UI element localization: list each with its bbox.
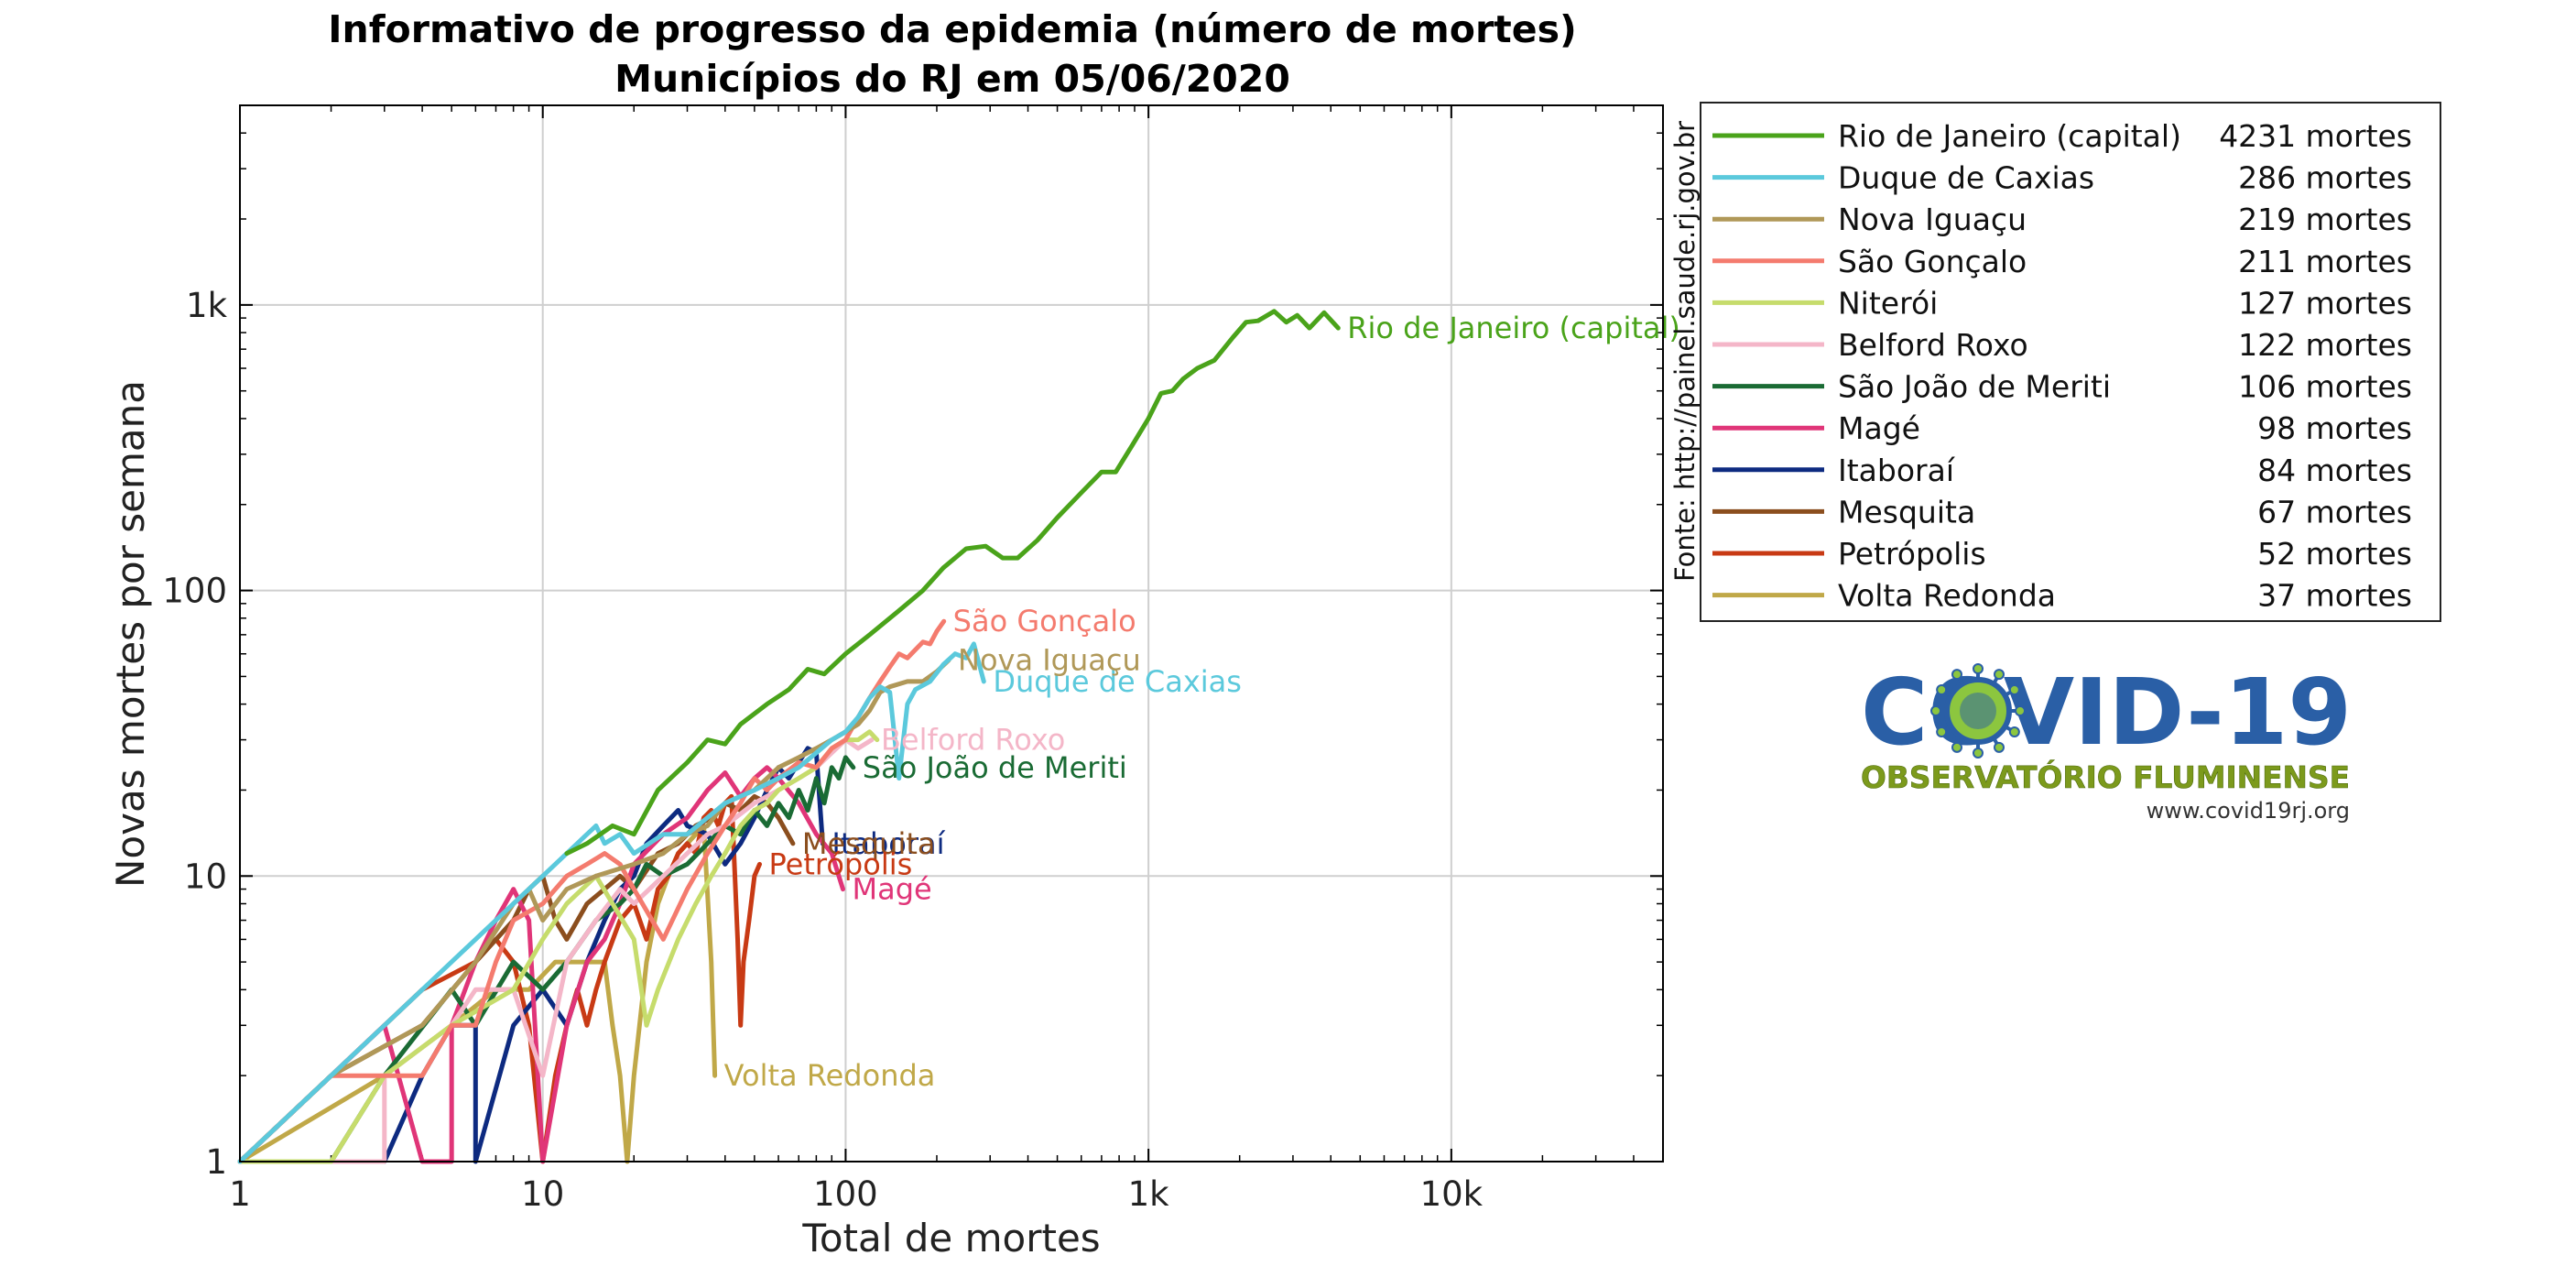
series-end-label-7: São João de Meriti	[863, 750, 1127, 785]
legend-name-6: Belford Roxo	[1838, 327, 2028, 363]
series-end-label-10: Mesquita	[802, 826, 936, 861]
legend-name-11: Petrópolis	[1838, 536, 1986, 572]
legend-name-1: Rio de Janeiro (capital)	[1838, 118, 2181, 154]
legend-value-5: 127 mortes	[2238, 285, 2412, 321]
series-line-1	[564, 309, 1341, 857]
legend-value-12: 37 mortes	[2257, 578, 2412, 614]
series-end-label-4: São Gonçalo	[953, 604, 1136, 639]
legend: Rio de Janeiro (capital) 4231 mortes Duque…	[1712, 118, 2412, 614]
x-tick-label: 10	[521, 1174, 564, 1214]
chart-title: Informativo de progresso da epidemia (nú…	[328, 7, 1576, 51]
y-tick-label: 1	[205, 1142, 227, 1182]
x-tick-label: 10k	[1420, 1174, 1484, 1214]
x-tick-label: 1k	[1128, 1174, 1170, 1214]
virus-icon	[1930, 663, 2026, 759]
plot-frame	[239, 104, 1664, 1162]
legend-name-2: Duque de Caxias	[1838, 160, 2094, 196]
legend-value-1: 4231 mortes	[2219, 118, 2412, 154]
legend-name-3: Nova Iguaçu	[1838, 202, 2027, 237]
x-tick-label: 1	[229, 1174, 251, 1214]
source-note: Fonte: http://painel.saude.rj.gov.br	[1669, 121, 1701, 582]
legend-value-8: 98 mortes	[2257, 410, 2412, 446]
series-line-2	[237, 641, 986, 1164]
series-end-label-11: Petrópolis	[769, 846, 913, 881]
series-end-labels: Rio de Janeiro (capital) Duque de CaxiasN…	[724, 311, 1680, 1093]
series-end-label-2: Duque de Caxias	[993, 664, 1242, 699]
legend-name-5: Niterói	[1838, 285, 1938, 321]
legend-name-12: Volta Redonda	[1838, 578, 2056, 614]
legend-name-10: Mesquita	[1838, 494, 1975, 529]
chart-subtitle: Municípios do RJ em 05/06/2020	[614, 57, 1290, 101]
series-end-label-6: Belford Roxo	[881, 723, 1065, 758]
covid-logo: COVID-19 OBSERVATÓRIO FLUMINENSE www.cov…	[1861, 659, 2352, 824]
series-end-label-12: Volta Redonda	[724, 1058, 936, 1093]
series-end-label-1: Rio de Janeiro (capital)	[1347, 311, 1680, 345]
series-end-label-3: Nova Iguaçu	[958, 643, 1141, 678]
y-tick-label: 100	[162, 572, 227, 611]
legend-name-8: Magé	[1838, 410, 1920, 446]
x-axis-label: Total de mortes	[801, 1216, 1100, 1261]
legend-name-9: Itaboraí	[1838, 453, 1956, 488]
grid-lines	[240, 105, 1663, 1162]
plot-area	[240, 105, 1663, 1162]
y-axis-label: Novas mortes por semana	[108, 380, 153, 888]
legend-value-10: 67 mortes	[2257, 494, 2412, 529]
legend-value-4: 211 mortes	[2238, 244, 2412, 279]
series-end-label-9: Itaboraí	[831, 826, 945, 861]
legend-name-7: São João de Meriti	[1838, 369, 2111, 405]
legend-box	[1700, 102, 2441, 622]
series-end-label-8: Magé	[853, 872, 932, 907]
axis-ticks: 1 10 100 1k 10k 1 10 100 1k	[162, 105, 1663, 1214]
legend-value-3: 219 mortes	[2238, 202, 2412, 237]
legend-value-6: 122 mortes	[2238, 327, 2412, 363]
legend-value-9: 84 mortes	[2257, 453, 2412, 488]
logo-subtitle: OBSERVATÓRIO FLUMINENSE	[1861, 759, 2350, 795]
y-tick-label: 10	[184, 857, 227, 896]
series-lines	[237, 309, 1341, 1164]
y-tick-label: 1k	[186, 286, 228, 325]
x-tick-label: 100	[813, 1174, 878, 1214]
series-line-7	[237, 755, 856, 1164]
legend-value-7: 106 mortes	[2238, 369, 2412, 405]
legend-value-11: 52 mortes	[2257, 536, 2412, 572]
legend-name-4: São Gonçalo	[1838, 244, 2027, 279]
legend-value-2: 286 mortes	[2238, 160, 2412, 196]
series-line-10	[237, 793, 796, 1164]
logo-url: www.covid19rj.org	[2147, 798, 2350, 824]
